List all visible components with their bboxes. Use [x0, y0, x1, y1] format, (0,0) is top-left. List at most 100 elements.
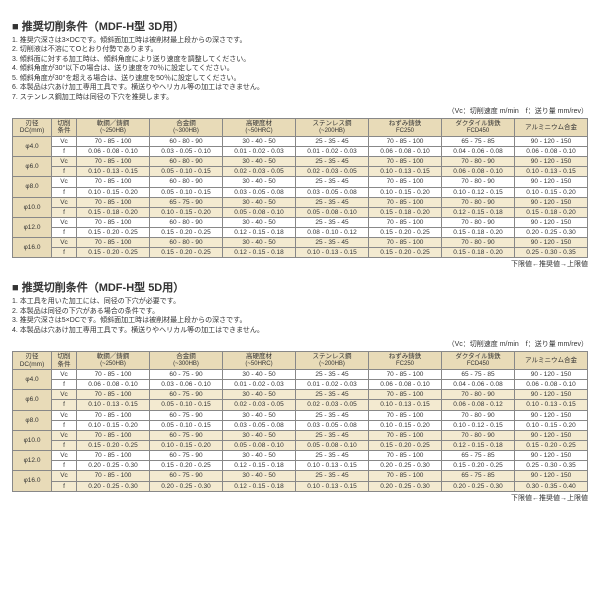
value-cell: 60 - 75 - 90	[150, 471, 223, 481]
value-cell: 0.05 - 0.08 - 0.10	[223, 207, 296, 217]
cond-cell: f	[52, 440, 77, 450]
value-cell: 25 - 35 - 45	[296, 177, 369, 187]
cond-cell: f	[52, 248, 77, 258]
value-cell: 70 - 85 - 100	[369, 430, 442, 440]
value-cell: 70 - 85 - 100	[77, 471, 150, 481]
value-cell: 0.10 - 0.15 - 0.20	[77, 187, 150, 197]
dc-cell: φ4.0	[13, 369, 52, 389]
value-cell: 70 - 85 - 100	[77, 451, 150, 461]
value-cell: 70 - 85 - 100	[369, 177, 442, 187]
value-cell: 60 - 80 - 90	[150, 217, 223, 227]
cond-cell: f	[52, 167, 77, 177]
value-cell: 0.06 - 0.08 - 0.10	[369, 380, 442, 390]
value-cell: 0.05 - 0.08 - 0.10	[296, 207, 369, 217]
value-cell: 70 - 85 - 100	[77, 369, 150, 379]
value-cell: 0.15 - 0.20 - 0.25	[150, 228, 223, 238]
value-cell: 0.15 - 0.20 - 0.25	[515, 440, 588, 450]
dc-cell: φ12.0	[13, 217, 52, 237]
notes-5d: 1. 本工具を用いた加工には、同径の下穴が必要です。2. 本製品は同径の下穴があ…	[12, 297, 588, 335]
value-cell: 0.20 - 0.25 - 0.30	[77, 481, 150, 491]
value-cell: 0.03 - 0.05 - 0.08	[296, 420, 369, 430]
value-cell: 0.15 - 0.18 - 0.20	[369, 207, 442, 217]
value-cell: 90 - 120 - 150	[515, 136, 588, 146]
value-cell: 0.03 - 0.05 - 0.08	[223, 420, 296, 430]
value-cell: 70 - 85 - 100	[369, 197, 442, 207]
value-cell: 70 - 85 - 100	[369, 217, 442, 227]
value-cell: 65 - 75 - 85	[442, 369, 515, 379]
header-material: ねずみ鋳鉄FC250	[369, 119, 442, 137]
value-cell: 0.10 - 0.15 - 0.20	[369, 187, 442, 197]
value-cell: 0.12 - 0.15 - 0.18	[442, 207, 515, 217]
header-material: ねずみ鋳鉄FC250	[369, 352, 442, 370]
value-cell: 0.15 - 0.20 - 0.25	[77, 440, 150, 450]
value-cell: 0.04 - 0.06 - 0.08	[442, 146, 515, 156]
value-cell: 70 - 85 - 100	[77, 136, 150, 146]
value-cell: 0.10 - 0.13 - 0.15	[515, 400, 588, 410]
value-cell: 0.03 - 0.06 - 0.10	[150, 380, 223, 390]
dc-cell: φ4.0	[13, 136, 52, 156]
value-cell: 0.03 - 0.05 - 0.08	[296, 187, 369, 197]
value-cell: 0.02 - 0.03 - 0.05	[296, 400, 369, 410]
value-cell: 0.05 - 0.10 - 0.15	[150, 420, 223, 430]
section-title-5d: ■ 推奨切削条件（MDF-H型 5D用）	[12, 279, 588, 295]
header-cond: 切削条件	[52, 119, 77, 137]
value-cell: 0.10 - 0.13 - 0.15	[296, 481, 369, 491]
value-cell: 0.06 - 0.08 - 0.10	[77, 146, 150, 156]
note-line: 2. 切削液は不溶にてOとおり付勢であります。	[12, 45, 588, 54]
note-line: 3. 傾斜面に対する加工時は、傾斜角度により送り速度を調整してください。	[12, 55, 588, 64]
value-cell: 0.10 - 0.13 - 0.15	[369, 167, 442, 177]
value-cell: 70 - 80 - 90	[442, 197, 515, 207]
table-5d: 刃径DC(mm)切削条件軟鋼／鋳鋼(~250HB)合金鋼(~300HB)高硬度材…	[12, 351, 588, 491]
value-cell: 0.12 - 0.15 - 0.18	[223, 461, 296, 471]
header-material: 軟鋼／鋳鋼(~250HB)	[77, 352, 150, 370]
value-cell: 30 - 40 - 50	[223, 177, 296, 187]
value-cell: 70 - 80 - 90	[442, 177, 515, 187]
cond-cell: Vc	[52, 136, 77, 146]
cond-cell: Vc	[52, 217, 77, 227]
value-cell: 0.10 - 0.13 - 0.15	[77, 167, 150, 177]
value-cell: 0.25 - 0.30 - 0.35	[515, 461, 588, 471]
dc-cell: φ6.0	[13, 157, 52, 177]
value-cell: 90 - 120 - 150	[515, 157, 588, 167]
value-cell: 0.10 - 0.15 - 0.20	[369, 420, 442, 430]
value-cell: 0.10 - 0.13 - 0.15	[77, 400, 150, 410]
value-cell: 90 - 120 - 150	[515, 451, 588, 461]
cond-cell: f	[52, 380, 77, 390]
value-cell: 25 - 35 - 45	[296, 157, 369, 167]
value-cell: 0.01 - 0.02 - 0.03	[296, 380, 369, 390]
value-cell: 90 - 120 - 150	[515, 177, 588, 187]
value-cell: 70 - 85 - 100	[369, 136, 442, 146]
value-cell: 0.10 - 0.13 - 0.15	[296, 248, 369, 258]
value-cell: 0.01 - 0.02 - 0.03	[223, 146, 296, 156]
value-cell: 90 - 120 - 150	[515, 410, 588, 420]
value-cell: 0.20 - 0.25 - 0.30	[515, 228, 588, 238]
value-cell: 0.20 - 0.25 - 0.30	[442, 481, 515, 491]
value-cell: 0.15 - 0.20 - 0.25	[369, 248, 442, 258]
value-cell: 70 - 85 - 100	[77, 410, 150, 420]
header-material: 合金鋼(~300HB)	[150, 119, 223, 137]
cond-cell: Vc	[52, 430, 77, 440]
value-cell: 90 - 120 - 150	[515, 197, 588, 207]
value-cell: 60 - 80 - 90	[150, 136, 223, 146]
value-cell: 0.05 - 0.10 - 0.15	[150, 167, 223, 177]
value-cell: 0.02 - 0.03 - 0.05	[223, 167, 296, 177]
cond-cell: f	[52, 400, 77, 410]
value-cell: 0.15 - 0.18 - 0.20	[442, 228, 515, 238]
value-cell: 70 - 80 - 90	[442, 390, 515, 400]
value-cell: 70 - 80 - 90	[442, 238, 515, 248]
cond-cell: f	[52, 207, 77, 217]
value-cell: 0.05 - 0.10 - 0.15	[150, 400, 223, 410]
value-cell: 30 - 40 - 50	[223, 197, 296, 207]
unit-note-3d: （Vc：切削速度 m/min f：送り量 mm/rev）	[12, 106, 588, 116]
value-cell: 0.20 - 0.25 - 0.30	[369, 461, 442, 471]
value-cell: 70 - 85 - 100	[369, 369, 442, 379]
value-cell: 90 - 120 - 150	[515, 238, 588, 248]
value-cell: 30 - 40 - 50	[223, 471, 296, 481]
value-cell: 0.08 - 0.10 - 0.12	[296, 228, 369, 238]
value-cell: 70 - 85 - 100	[77, 217, 150, 227]
value-cell: 25 - 35 - 45	[296, 136, 369, 146]
cond-cell: Vc	[52, 410, 77, 420]
value-cell: 0.03 - 0.05 - 0.10	[150, 146, 223, 156]
value-cell: 90 - 120 - 150	[515, 430, 588, 440]
dc-cell: φ6.0	[13, 390, 52, 410]
